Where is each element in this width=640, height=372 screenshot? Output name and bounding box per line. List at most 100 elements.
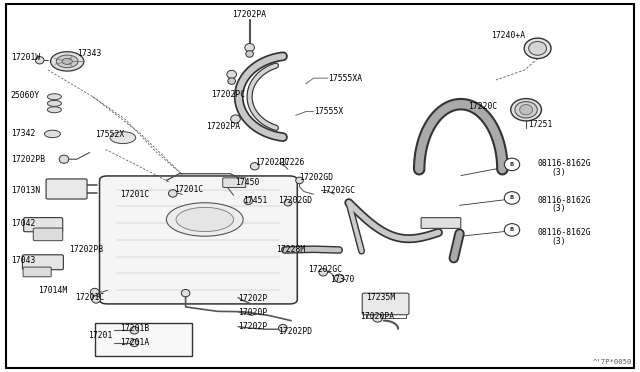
Ellipse shape xyxy=(168,190,177,197)
Text: 17228M: 17228M xyxy=(276,245,306,254)
Text: 17201C: 17201C xyxy=(120,190,150,199)
Text: 17020P: 17020P xyxy=(238,308,268,317)
Text: 17201: 17201 xyxy=(88,331,113,340)
Ellipse shape xyxy=(181,289,190,297)
Text: 17555X: 17555X xyxy=(314,107,343,116)
Ellipse shape xyxy=(47,100,61,106)
Text: 17202GD: 17202GD xyxy=(278,196,312,205)
Text: 17013N: 17013N xyxy=(11,186,40,195)
Ellipse shape xyxy=(166,203,243,236)
Ellipse shape xyxy=(319,269,328,276)
Text: 17202GD: 17202GD xyxy=(300,173,333,182)
Text: 17251: 17251 xyxy=(528,120,552,129)
Text: 17370: 17370 xyxy=(330,275,354,284)
Ellipse shape xyxy=(227,70,237,78)
Ellipse shape xyxy=(230,115,241,123)
Ellipse shape xyxy=(47,107,61,113)
Text: 17043: 17043 xyxy=(11,256,35,265)
Text: 17201A: 17201A xyxy=(120,338,150,347)
Ellipse shape xyxy=(228,78,236,84)
Text: 17343: 17343 xyxy=(77,49,101,58)
Text: 17201C: 17201C xyxy=(76,293,105,302)
Text: 17220C: 17220C xyxy=(468,102,498,110)
Text: B: B xyxy=(510,162,514,167)
Text: 17202P: 17202P xyxy=(238,322,268,331)
FancyBboxPatch shape xyxy=(33,228,63,241)
Ellipse shape xyxy=(56,55,78,68)
Text: 25060Y: 25060Y xyxy=(11,92,40,100)
Text: 17552X: 17552X xyxy=(95,130,124,139)
Ellipse shape xyxy=(504,158,520,171)
Ellipse shape xyxy=(524,38,551,58)
Text: 17202PA: 17202PA xyxy=(232,10,266,19)
Ellipse shape xyxy=(246,51,253,57)
Text: ^'7P*0050: ^'7P*0050 xyxy=(593,359,632,365)
Ellipse shape xyxy=(110,132,136,144)
Text: 17342: 17342 xyxy=(11,129,35,138)
Text: 17202PB: 17202PB xyxy=(69,246,103,254)
Text: 17202P: 17202P xyxy=(238,294,268,303)
Ellipse shape xyxy=(60,155,69,163)
Bar xyxy=(95,323,192,356)
Ellipse shape xyxy=(130,339,139,347)
Ellipse shape xyxy=(92,296,100,303)
Text: 17201W: 17201W xyxy=(11,53,40,62)
Text: (3): (3) xyxy=(552,169,566,177)
Text: 08116-8162G: 08116-8162G xyxy=(538,228,591,237)
Ellipse shape xyxy=(250,163,259,170)
Ellipse shape xyxy=(504,192,520,204)
Text: 17020PA: 17020PA xyxy=(360,312,394,321)
Ellipse shape xyxy=(520,105,532,115)
Ellipse shape xyxy=(511,99,541,121)
Ellipse shape xyxy=(284,199,292,206)
FancyBboxPatch shape xyxy=(24,218,63,232)
Text: 17555XA: 17555XA xyxy=(328,74,362,83)
FancyBboxPatch shape xyxy=(362,293,409,315)
FancyBboxPatch shape xyxy=(100,176,298,304)
Text: 17202GC: 17202GC xyxy=(321,186,355,195)
Text: 17014M: 17014M xyxy=(38,286,68,295)
Ellipse shape xyxy=(335,274,344,282)
Text: (3): (3) xyxy=(552,237,566,246)
Ellipse shape xyxy=(35,57,44,64)
Ellipse shape xyxy=(51,52,84,71)
Text: B: B xyxy=(510,227,514,232)
Text: 17451: 17451 xyxy=(243,196,268,205)
FancyBboxPatch shape xyxy=(46,179,87,199)
Text: 17240+A: 17240+A xyxy=(492,31,525,40)
Text: (3): (3) xyxy=(552,204,566,213)
FancyBboxPatch shape xyxy=(22,255,63,270)
Text: 17202GC: 17202GC xyxy=(308,265,342,274)
Ellipse shape xyxy=(278,324,287,332)
Ellipse shape xyxy=(529,41,547,55)
Text: 17226: 17226 xyxy=(280,158,305,167)
Text: 17201C: 17201C xyxy=(174,185,204,194)
Ellipse shape xyxy=(62,58,72,64)
Ellipse shape xyxy=(47,94,61,100)
Ellipse shape xyxy=(244,44,255,52)
Ellipse shape xyxy=(372,314,383,322)
Ellipse shape xyxy=(504,224,520,236)
Ellipse shape xyxy=(515,102,538,118)
FancyBboxPatch shape xyxy=(23,267,51,277)
Ellipse shape xyxy=(176,207,234,231)
Text: 17202PC: 17202PC xyxy=(255,158,289,167)
Ellipse shape xyxy=(90,288,99,296)
Text: 17201B: 17201B xyxy=(120,324,150,333)
Text: 17042: 17042 xyxy=(11,219,35,228)
Ellipse shape xyxy=(296,177,303,184)
Ellipse shape xyxy=(45,130,61,138)
Text: 17450: 17450 xyxy=(236,178,260,187)
Text: 17202PB: 17202PB xyxy=(11,155,45,164)
Ellipse shape xyxy=(244,197,253,205)
FancyBboxPatch shape xyxy=(421,218,461,228)
Text: 17202PD: 17202PD xyxy=(278,327,312,336)
Text: 17202PA: 17202PA xyxy=(206,122,240,131)
Text: 08116-8162G: 08116-8162G xyxy=(538,159,591,168)
FancyBboxPatch shape xyxy=(223,178,246,187)
Ellipse shape xyxy=(130,327,139,334)
Text: 08116-8162G: 08116-8162G xyxy=(538,196,591,205)
Text: 17235M: 17235M xyxy=(366,293,396,302)
Text: B: B xyxy=(510,195,514,201)
Text: 17202PC: 17202PC xyxy=(211,90,245,99)
